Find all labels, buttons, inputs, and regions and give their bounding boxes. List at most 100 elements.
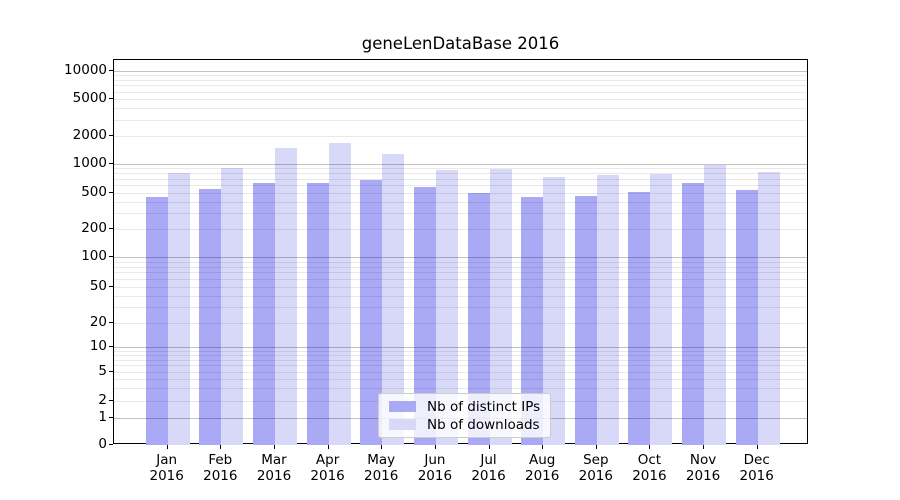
chart-title: geneLenDataBase 2016 — [361, 34, 560, 53]
legend-swatch-distinct-ips — [389, 401, 416, 412]
gridline-minor — [114, 173, 807, 174]
gridline-minor — [114, 267, 807, 268]
gridline-minor — [114, 85, 807, 86]
bar-distinct-ips-oct — [628, 191, 651, 445]
gridline-minor — [114, 185, 807, 186]
bar-distinct-ips-feb — [199, 189, 222, 445]
y-axis-tick — [109, 98, 113, 99]
y-axis-tick-label: 500 — [81, 184, 107, 200]
gridline-minor — [114, 355, 807, 356]
legend-label-distinct-ips: Nb of distinct IPs — [427, 398, 541, 415]
gridline-minor — [114, 75, 807, 76]
x-axis-tick-label: May 2016 — [351, 452, 411, 484]
y-axis-tick-label: 1000 — [72, 155, 107, 171]
gridline-minor — [114, 136, 807, 137]
legend-label-downloads: Nb of downloads — [427, 416, 540, 433]
bar-distinct-ips-mar — [253, 183, 275, 445]
y-axis-tick — [109, 400, 113, 401]
bar-distinct-ips-jun — [413, 187, 436, 445]
gridline-minor — [114, 168, 807, 169]
gridline-minor — [114, 323, 807, 324]
x-axis-tick — [595, 445, 597, 449]
gridline-minor — [114, 193, 807, 194]
gridline-minor — [114, 80, 807, 81]
y-axis-tick — [109, 256, 113, 257]
bar-downloads-sep — [596, 174, 619, 445]
y-axis-tick-label: 1 — [98, 409, 107, 425]
x-axis-tick-label: Jul 2016 — [459, 452, 519, 484]
gridline-minor — [114, 351, 807, 352]
y-axis-tick-label: 0 — [98, 436, 107, 452]
gridline-minor — [114, 262, 807, 263]
gridline-minor — [114, 213, 807, 214]
gridline-minor — [114, 99, 807, 100]
y-axis-tick-label: 10 — [89, 338, 107, 354]
y-axis-tick — [109, 228, 113, 229]
gridline-minor — [114, 287, 807, 288]
bar-downloads-mar — [275, 148, 297, 445]
y-axis-tick-label: 2 — [98, 392, 107, 408]
x-label-year: 2016 — [149, 468, 184, 484]
x-label-year: 2016 — [525, 468, 560, 484]
bar-downloads-jul — [489, 168, 512, 445]
y-axis-tick-label: 100 — [81, 248, 107, 264]
gridline-minor — [114, 92, 807, 93]
y-axis-tick — [109, 322, 113, 323]
x-label-month: Aug — [529, 452, 556, 468]
y-axis-tick-label: 10000 — [64, 62, 107, 78]
x-axis-tick-label: Oct 2016 — [619, 452, 679, 484]
x-axis-tick-label: Apr 2016 — [298, 452, 358, 484]
x-axis-tick-label: Jun 2016 — [405, 452, 465, 484]
x-label-month: Dec — [743, 452, 770, 468]
gridline-minor — [114, 279, 807, 280]
y-axis-tick — [109, 286, 113, 287]
x-label-month: Apr — [315, 452, 340, 468]
gridline-minor — [114, 307, 807, 308]
x-axis-tick — [274, 445, 275, 449]
y-axis-tick — [109, 163, 113, 164]
gridline-minor — [114, 372, 807, 373]
x-label-month: Mar — [261, 452, 287, 468]
legend: Nb of distinct IPs Nb of downloads — [378, 393, 552, 438]
bar-distinct-ips-sep — [574, 196, 597, 445]
x-axis-tick — [756, 445, 758, 449]
bar-downloads-apr — [328, 142, 351, 445]
x-label-month: Nov — [689, 452, 717, 468]
gridline-minor — [114, 179, 807, 180]
y-axis-tick — [109, 135, 113, 136]
x-axis-tick — [327, 445, 329, 449]
gridline-major — [114, 347, 807, 348]
bar-downloads-nov — [704, 165, 727, 445]
gridline-major — [114, 71, 807, 72]
x-label-year: 2016 — [471, 468, 506, 484]
x-axis-tick — [488, 445, 490, 449]
x-axis-tick — [703, 445, 705, 449]
x-axis-tick-label: Aug 2016 — [512, 452, 572, 484]
bar-downloads-dec — [757, 171, 780, 445]
gridline-minor — [114, 379, 807, 380]
x-label-year: 2016 — [739, 468, 774, 484]
x-axis-tick — [434, 445, 436, 449]
x-axis-tick — [381, 445, 383, 449]
x-axis-tick — [649, 445, 651, 449]
x-label-year: 2016 — [417, 468, 453, 484]
x-axis-tick-label: Jan 2016 — [137, 452, 197, 484]
x-label-month: May — [367, 452, 396, 468]
legend-item-downloads: Nb of downloads — [389, 416, 540, 433]
gridline-minor — [114, 229, 807, 230]
y-axis-tick-label: 5000 — [72, 90, 107, 106]
x-label-month: Oct — [637, 452, 662, 468]
bar-distinct-ips-apr — [306, 182, 329, 445]
x-axis-tick-label: Nov 2016 — [673, 452, 733, 484]
bar-downloads-oct — [650, 174, 673, 445]
bar-downloads-jun — [435, 170, 458, 445]
y-axis-tick — [109, 417, 113, 418]
x-label-month: Sep — [583, 452, 609, 468]
x-label-month: Jan — [156, 452, 178, 468]
y-axis-tick-label: 5 — [98, 363, 107, 379]
x-label-month: Jun — [424, 452, 446, 468]
gridline-minor — [114, 365, 807, 366]
x-label-year: 2016 — [685, 468, 721, 484]
y-axis-tick-label: 200 — [81, 220, 107, 236]
